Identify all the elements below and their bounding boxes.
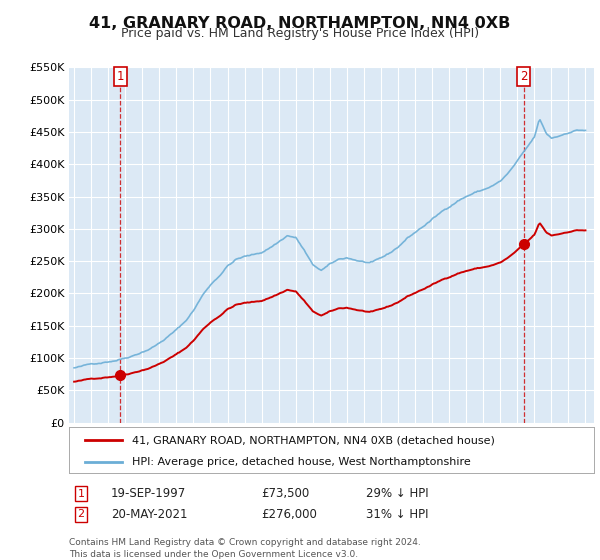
Text: 41, GRANARY ROAD, NORTHAMPTON, NN4 0XB: 41, GRANARY ROAD, NORTHAMPTON, NN4 0XB [89, 16, 511, 31]
Text: 19-SEP-1997: 19-SEP-1997 [111, 487, 186, 501]
Text: HPI: Average price, detached house, West Northamptonshire: HPI: Average price, detached house, West… [132, 457, 471, 466]
Text: 41, GRANARY ROAD, NORTHAMPTON, NN4 0XB (detached house): 41, GRANARY ROAD, NORTHAMPTON, NN4 0XB (… [132, 435, 495, 445]
Text: 20-MAY-2021: 20-MAY-2021 [111, 507, 187, 521]
Text: £73,500: £73,500 [261, 487, 309, 501]
Text: 2: 2 [520, 69, 527, 82]
Text: 1: 1 [117, 69, 124, 82]
Text: Contains HM Land Registry data © Crown copyright and database right 2024.
This d: Contains HM Land Registry data © Crown c… [69, 538, 421, 559]
Text: £276,000: £276,000 [261, 507, 317, 521]
Text: 2: 2 [77, 509, 85, 519]
Text: 31% ↓ HPI: 31% ↓ HPI [366, 507, 428, 521]
Text: 29% ↓ HPI: 29% ↓ HPI [366, 487, 428, 501]
Text: Price paid vs. HM Land Registry's House Price Index (HPI): Price paid vs. HM Land Registry's House … [121, 27, 479, 40]
Text: 1: 1 [77, 489, 85, 499]
